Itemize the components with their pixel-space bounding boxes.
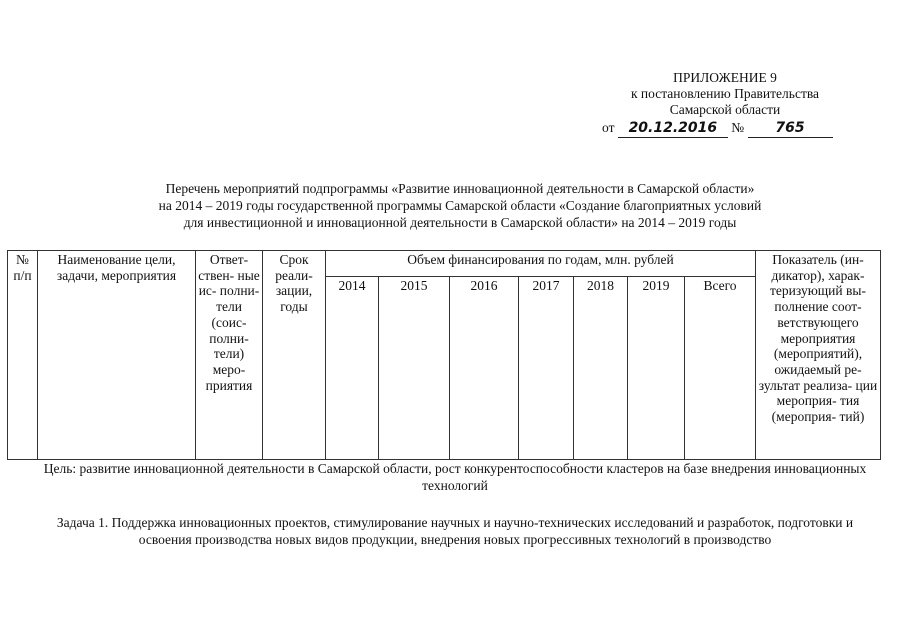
header-year: 2018 bbox=[573, 276, 628, 460]
header-funding: Объем финансирования по годам, млн. рубл… bbox=[325, 249, 756, 278]
header-year: 2019 bbox=[627, 276, 685, 460]
decree-line: от 20.12.2016 № 765 bbox=[602, 119, 833, 138]
from-label: от bbox=[602, 120, 615, 135]
measures-table: № п/п Наименование цели, задачи, меропри… bbox=[7, 249, 881, 460]
header-year: 2015 bbox=[378, 276, 450, 460]
header-total: Всего bbox=[684, 276, 756, 460]
appendix-line3: Самарской области bbox=[669, 102, 781, 117]
header-term: Срок реали- зации, годы bbox=[262, 250, 326, 460]
title-line: для инвестиционной и инновационной деяте… bbox=[183, 215, 737, 230]
appendix-title: ПРИЛОЖЕНИЕ 9 bbox=[673, 70, 777, 85]
document-title: Перечень мероприятий подпрограммы «Разви… bbox=[60, 180, 860, 231]
decree-number: 765 bbox=[747, 119, 833, 138]
header-name: Наименование цели, задачи, мероприятия bbox=[37, 250, 196, 460]
header-year: 2016 bbox=[449, 276, 519, 460]
header-year: 2017 bbox=[518, 276, 574, 460]
title-line: Перечень мероприятий подпрограммы «Разви… bbox=[165, 181, 755, 196]
goal-text: Цель: развитие инновационной деятельност… bbox=[43, 461, 867, 493]
header-no: № п/п bbox=[7, 250, 38, 460]
title-line: на 2014 – 2019 годы государственной прог… bbox=[158, 198, 762, 213]
header-responsible: Ответ- ствен- ные ис- полни- тели (соис-… bbox=[195, 250, 263, 460]
decree-date: 20.12.2016 bbox=[617, 119, 728, 138]
appendix-line2: к постановлению Правительства bbox=[630, 86, 820, 101]
task-text: Задача 1. Поддержка инновационных проект… bbox=[56, 515, 854, 547]
number-label: № bbox=[731, 120, 745, 135]
header-year: 2014 bbox=[325, 276, 379, 460]
header-indicator: Показатель (ин- дикатор), харак- теризую… bbox=[755, 250, 881, 460]
